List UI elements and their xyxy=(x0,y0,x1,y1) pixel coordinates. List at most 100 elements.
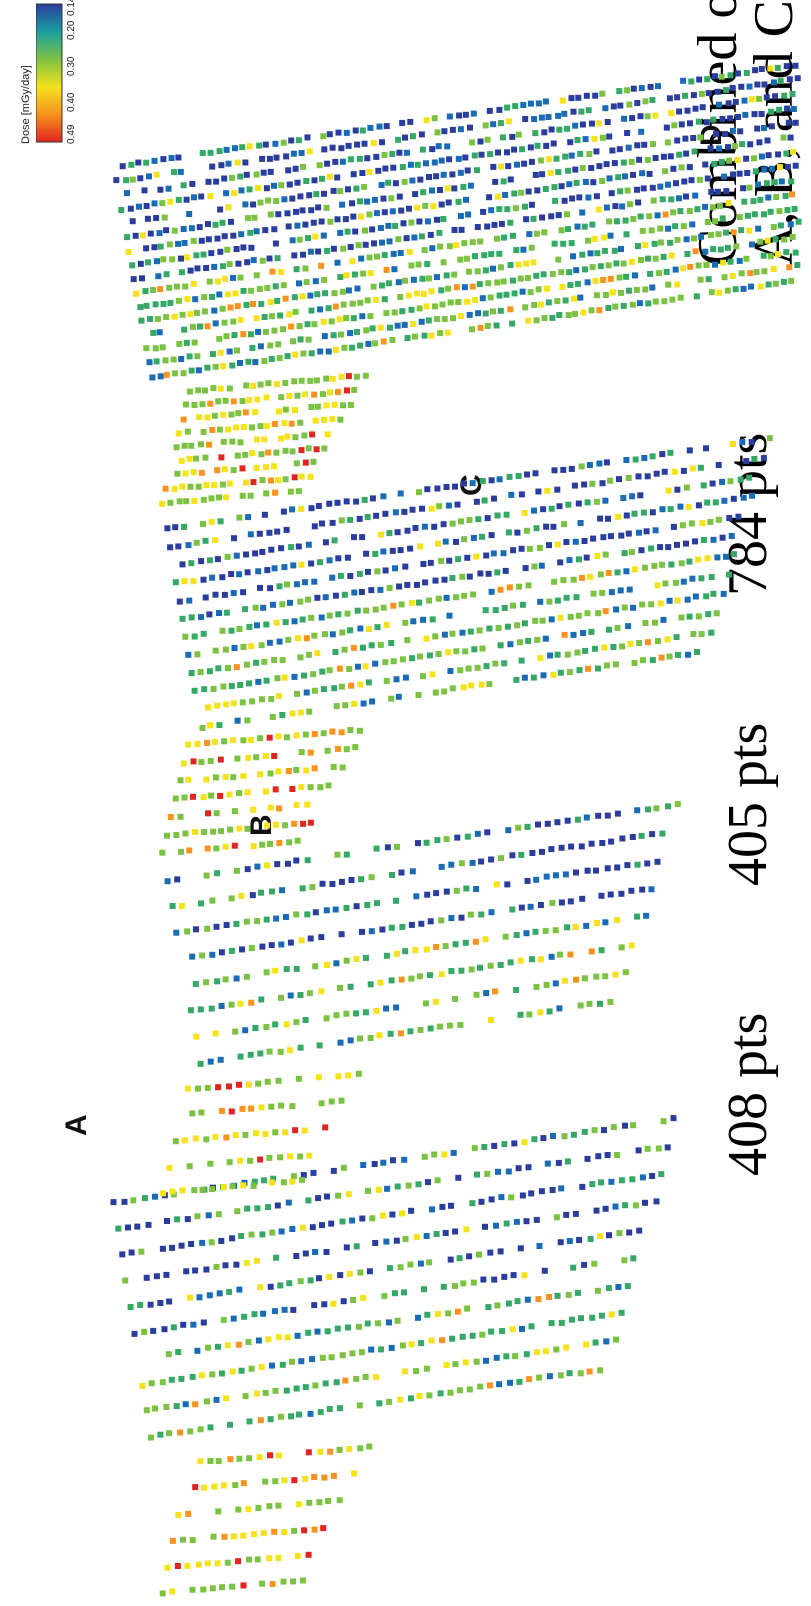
dose-point-d xyxy=(337,188,344,194)
dose-point-a xyxy=(324,1193,330,1200)
dose-point-d xyxy=(320,416,327,423)
dose-point-d xyxy=(157,186,164,193)
dose-point-a xyxy=(312,1249,319,1255)
dose-point-c xyxy=(615,513,622,520)
dose-point-a xyxy=(152,1405,158,1412)
dose-point-d xyxy=(303,178,310,184)
dose-point-a xyxy=(275,1554,282,1561)
dose-point-a xyxy=(359,1215,366,1222)
dose-point-c xyxy=(488,477,495,484)
dose-point-c xyxy=(692,593,699,600)
dose-point-a xyxy=(327,1448,334,1455)
dose-point-c xyxy=(689,575,696,582)
dose-point-c xyxy=(547,652,554,659)
dose-point-c xyxy=(590,590,597,597)
dose-point-d xyxy=(195,387,202,394)
dose-point-d xyxy=(794,75,801,82)
dose-point-d xyxy=(339,158,346,165)
dose-point-a xyxy=(603,1338,610,1345)
dose-point-d xyxy=(367,124,374,131)
dose-point-c xyxy=(186,597,193,604)
dose-point-b xyxy=(586,1000,593,1007)
dose-point-c xyxy=(175,543,182,550)
dose-point-c xyxy=(362,663,369,670)
dose-point-a xyxy=(335,1192,342,1199)
dose-point-d xyxy=(727,258,734,265)
dose-point-d xyxy=(385,280,392,287)
dose-point-d xyxy=(367,270,374,277)
dose-point-a xyxy=(147,1301,154,1308)
dose-point-d xyxy=(738,270,745,277)
dose-point-d xyxy=(450,315,456,322)
dose-point-d xyxy=(428,332,435,339)
dose-point-d xyxy=(503,291,510,298)
dose-point-b xyxy=(187,1007,194,1014)
dose-point-d xyxy=(723,229,730,236)
dose-point-d xyxy=(417,176,424,183)
dose-point-a xyxy=(384,1185,391,1192)
dose-point-c xyxy=(625,475,632,481)
dose-point-a xyxy=(238,1367,245,1374)
dose-point-d xyxy=(124,190,130,197)
dose-point-d xyxy=(602,105,609,112)
dose-point-d xyxy=(312,417,319,424)
dose-point-d xyxy=(402,134,408,141)
dose-point-b xyxy=(239,1105,246,1112)
dose-point-b xyxy=(436,1023,443,1030)
dose-point-d xyxy=(657,225,664,232)
dose-point-a xyxy=(254,1390,260,1397)
dose-point-a xyxy=(401,1289,407,1296)
dose-point-d xyxy=(322,290,329,297)
dose-point-d xyxy=(282,295,289,302)
dose-point-d xyxy=(249,344,256,351)
dose-point-d xyxy=(541,315,548,321)
dose-point-a xyxy=(294,1332,301,1339)
dose-point-a xyxy=(209,1371,216,1378)
dose-point-c xyxy=(599,480,606,487)
dose-point-d xyxy=(171,227,178,234)
dose-point-c xyxy=(276,583,283,590)
dose-point-d xyxy=(223,494,230,501)
dose-point-d xyxy=(719,215,726,222)
dose-point-c xyxy=(231,808,238,815)
dose-point-a xyxy=(358,1349,365,1356)
dose-point-a xyxy=(563,1211,570,1218)
dose-point-d xyxy=(751,211,758,218)
dose-point-d xyxy=(437,243,444,250)
dose-point-d xyxy=(662,211,669,218)
dose-point-d xyxy=(548,213,555,220)
dose-point-c xyxy=(746,474,753,481)
dose-point-a xyxy=(242,1393,249,1400)
dose-point-a xyxy=(233,1261,240,1268)
dose-point-d xyxy=(335,389,341,395)
dose-point-c xyxy=(271,565,278,572)
dose-point-d xyxy=(193,309,200,316)
dose-point-d xyxy=(254,396,261,403)
dose-point-d xyxy=(311,391,318,398)
dose-point-d xyxy=(549,314,556,321)
dose-point-d xyxy=(316,162,323,169)
dose-point-d xyxy=(691,235,697,242)
dose-point-c xyxy=(632,456,639,463)
dose-point-c xyxy=(434,485,441,492)
dose-point-a xyxy=(153,1273,160,1280)
dose-point-d xyxy=(421,247,428,254)
dose-point-b xyxy=(438,917,445,924)
dose-point-c xyxy=(231,842,238,849)
dose-point-d xyxy=(662,168,669,175)
dose-point-d xyxy=(469,283,476,290)
dose-point-a xyxy=(281,1477,288,1484)
dose-point-d xyxy=(272,283,279,290)
dose-point-c xyxy=(347,727,354,733)
dose-point-c xyxy=(279,601,286,608)
dose-point-a xyxy=(169,1537,176,1544)
dose-point-a xyxy=(182,1401,189,1408)
dose-point-d xyxy=(790,106,797,112)
dose-point-d xyxy=(741,198,748,205)
dose-point-d xyxy=(515,131,522,138)
dose-point-d xyxy=(490,121,497,128)
dose-point-d xyxy=(275,211,282,218)
dose-point-d xyxy=(612,203,619,210)
dose-point-a xyxy=(216,1290,223,1297)
dose-point-d xyxy=(202,454,209,461)
